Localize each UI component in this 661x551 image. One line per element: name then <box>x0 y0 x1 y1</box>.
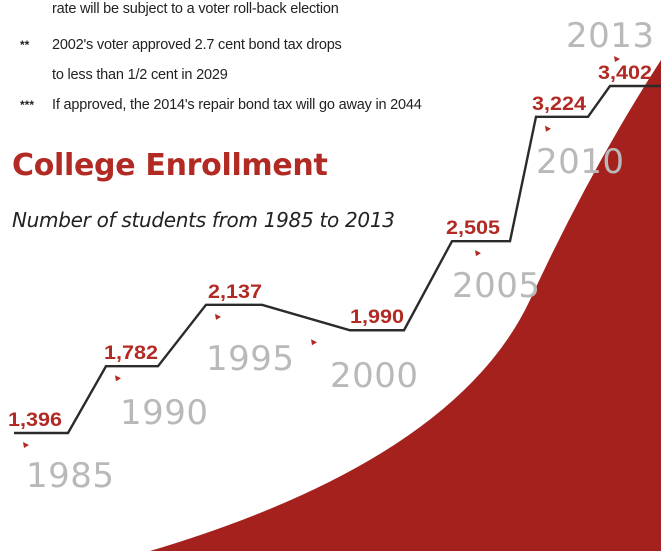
data-point-marker <box>23 442 29 448</box>
data-point-marker <box>311 339 317 346</box>
year-label: 2005 <box>452 266 541 306</box>
data-point-marker <box>545 125 551 132</box>
data-point-marker <box>215 313 221 320</box>
data-point-marker <box>475 250 481 257</box>
enrollment-line <box>14 84 661 435</box>
data-value-label: 3,402 <box>598 63 652 84</box>
data-value-label: 1,782 <box>104 343 158 364</box>
year-label: 2010 <box>536 142 625 182</box>
year-label: 1985 <box>26 456 115 496</box>
data-point-marker <box>115 375 121 382</box>
data-point-marker <box>614 56 620 62</box>
year-label: 1995 <box>206 339 295 379</box>
year-label: 1990 <box>120 393 209 433</box>
footnote-marker: ** <box>20 38 30 52</box>
footnote-text: If approved, the 2014's repair bond tax … <box>52 97 422 113</box>
data-value-label: 1,990 <box>350 307 404 328</box>
chart-title: College Enrollment <box>12 148 328 183</box>
data-value-label: 2,505 <box>446 218 500 239</box>
footnote-text: rate will be subject to a voter roll-bac… <box>52 1 339 17</box>
data-value-label: 2,137 <box>208 282 262 303</box>
footnote-marker: *** <box>20 98 35 112</box>
year-label: 2000 <box>330 356 419 396</box>
data-value-label: 1,396 <box>8 410 62 431</box>
year-label: 2013 <box>566 16 655 56</box>
footnote-text: 2002's voter approved 2.7 cent bond tax … <box>52 37 342 53</box>
footnote-text: to less than 1/2 cent in 2029 <box>52 67 228 83</box>
chart-subtitle: Number of students from 1985 to 2013 <box>12 208 395 232</box>
data-value-label: 3,224 <box>532 94 586 115</box>
